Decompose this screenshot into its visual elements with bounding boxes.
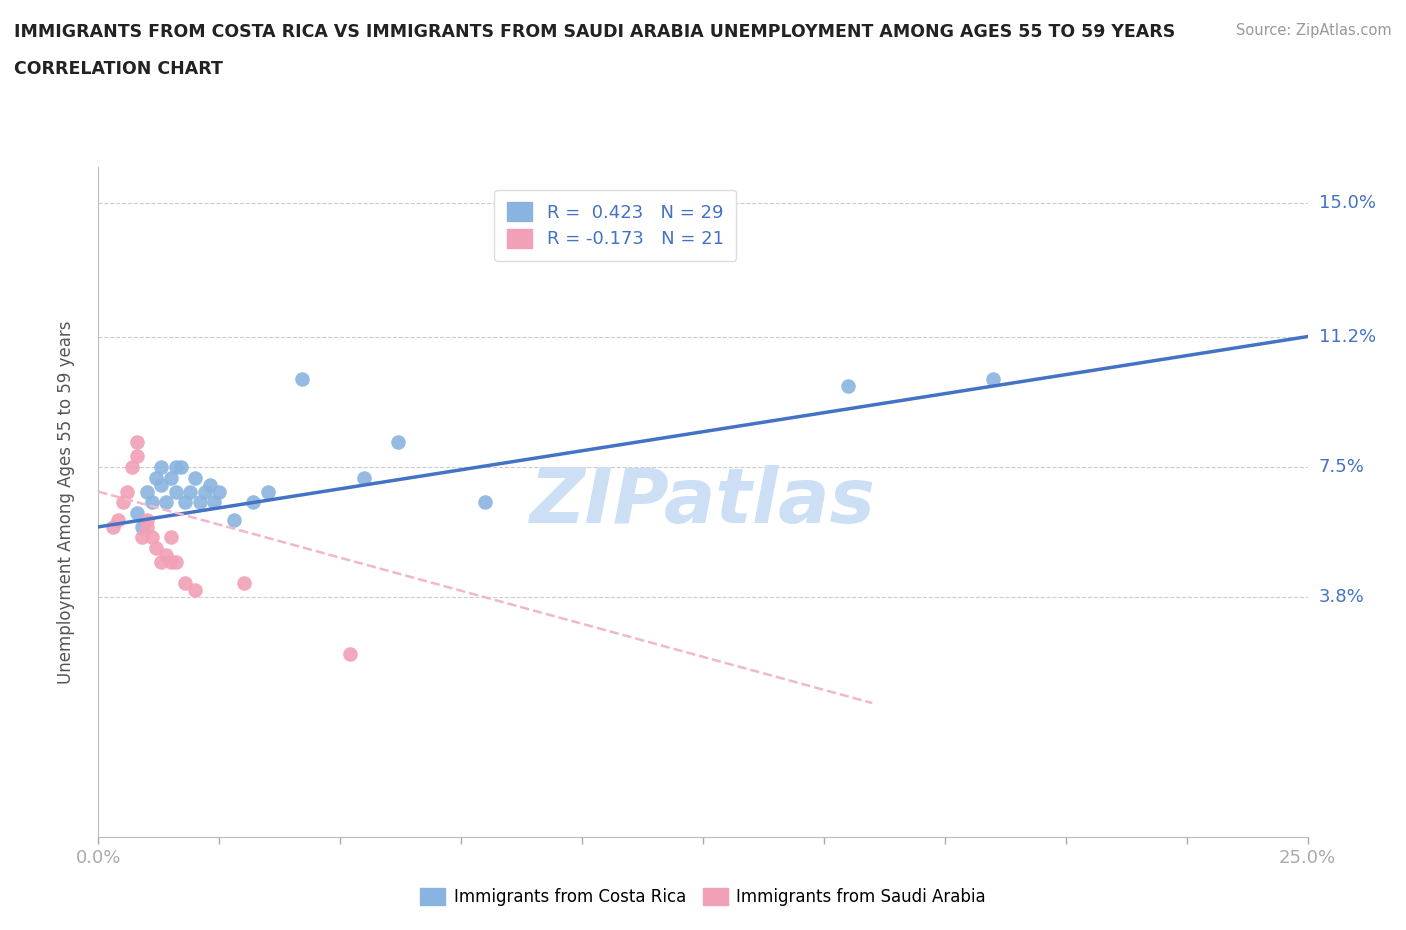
Point [127,435,149,450]
Point [135,512,157,527]
Point [160,530,183,545]
Point [127,449,149,464]
Point [117,485,139,499]
Text: CORRELATION CHART: CORRELATION CHART [14,60,224,78]
Text: 7.5%: 7.5% [1319,458,1365,476]
Point [353,470,375,485]
Point [242,495,264,510]
Point [174,576,197,591]
Text: Source: ZipAtlas.com: Source: ZipAtlas.com [1236,23,1392,38]
Text: 3.8%: 3.8% [1319,589,1364,606]
Point [111,495,134,510]
Point [387,435,409,450]
Point [981,371,1004,386]
Point [165,485,187,499]
Point [141,495,163,510]
Point [169,459,191,474]
Point [121,459,143,474]
Text: 11.2%: 11.2% [1319,327,1376,346]
Point [474,495,496,510]
Point [131,520,153,535]
Point [155,548,177,563]
Point [160,554,183,569]
Point [150,554,173,569]
Point [141,530,163,545]
Y-axis label: Unemployment Among Ages 55 to 59 years: Unemployment Among Ages 55 to 59 years [56,321,75,684]
Legend: R =  0.423   N = 29, R = -0.173   N = 21: R = 0.423 N = 29, R = -0.173 N = 21 [495,190,737,261]
Point [127,505,149,520]
Point [184,470,207,485]
Point [204,495,226,510]
Point [179,485,201,499]
Point [145,540,167,555]
Point [165,459,187,474]
Point [155,495,177,510]
Point [165,554,187,569]
Legend: Immigrants from Costa Rica, Immigrants from Saudi Arabia: Immigrants from Costa Rica, Immigrants f… [413,881,993,912]
Point [131,530,153,545]
Point [101,520,124,535]
Point [256,485,278,499]
Point [232,576,254,591]
Point [107,512,129,527]
Point [184,583,207,598]
Point [174,495,197,510]
Point [160,470,183,485]
Point [145,470,167,485]
Point [222,512,245,527]
Text: IMMIGRANTS FROM COSTA RICA VS IMMIGRANTS FROM SAUDI ARABIA UNEMPLOYMENT AMONG AG: IMMIGRANTS FROM COSTA RICA VS IMMIGRANTS… [14,23,1175,41]
Point [208,485,231,499]
Point [194,485,217,499]
Point [150,477,173,492]
Point [135,520,157,535]
Point [837,379,859,393]
Point [150,459,173,474]
Point [135,485,157,499]
Text: ZIPatlas: ZIPatlas [530,465,876,539]
Point [339,646,361,661]
Text: 15.0%: 15.0% [1319,193,1375,212]
Point [198,477,221,492]
Point [188,495,211,510]
Point [290,371,312,386]
